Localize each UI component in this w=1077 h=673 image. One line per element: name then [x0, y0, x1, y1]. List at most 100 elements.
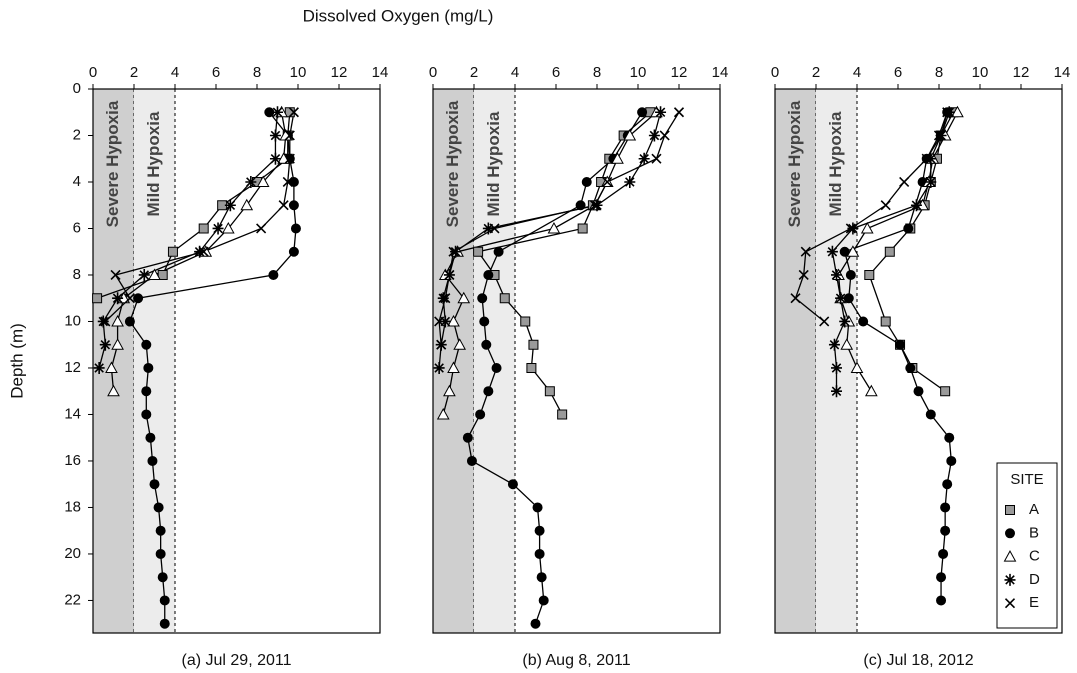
data-point [528, 339, 539, 350]
x-tick-label: 0 [429, 64, 437, 81]
data-point [290, 223, 301, 234]
data-point [925, 152, 937, 165]
data-point [493, 246, 504, 257]
data-point [483, 386, 494, 397]
data-point [141, 339, 152, 350]
data-point [903, 223, 914, 234]
data-point [547, 221, 561, 234]
x-tick-label: 4 [853, 64, 861, 81]
data-point [575, 200, 586, 211]
data-point [479, 316, 490, 327]
data-point [865, 384, 878, 397]
series-line [794, 112, 948, 322]
data-point [288, 200, 299, 211]
data-point [99, 338, 111, 351]
data-point [224, 199, 236, 212]
data-point [534, 548, 545, 559]
data-point [938, 548, 949, 559]
legend-title: SITE [1010, 471, 1043, 488]
data-point [436, 339, 447, 350]
data-point [655, 106, 667, 119]
data-point [124, 316, 135, 327]
data-point [481, 339, 492, 350]
data-point [673, 107, 685, 118]
data-point [284, 153, 295, 164]
data-point [591, 199, 603, 212]
data-point [97, 315, 109, 328]
x-axis-title: Dissolved Oxygen (mg/L) [303, 6, 494, 25]
data-point [589, 200, 601, 211]
legend-marker [1004, 528, 1016, 539]
data-point [520, 316, 531, 327]
y-axis-title: Depth (m) [7, 323, 26, 399]
data-point [845, 269, 856, 280]
data-point [946, 455, 957, 466]
zone-label: Mild Hypoxia [826, 111, 845, 216]
data-point [155, 525, 166, 536]
legend-label: D [1029, 571, 1040, 588]
y-tick-label: 12 [64, 359, 81, 376]
data-point [623, 128, 637, 141]
data-point [798, 269, 809, 281]
data-point [905, 362, 916, 373]
y-tick-label: 20 [64, 545, 81, 562]
data-point [111, 314, 124, 327]
data-point [839, 315, 851, 328]
data-point [845, 223, 856, 234]
data-point [611, 152, 624, 164]
data-point [831, 361, 842, 374]
plot-frame [92, 88, 381, 634]
data-point [577, 223, 588, 234]
data-point [437, 292, 449, 305]
data-point [167, 246, 178, 257]
data-point [466, 455, 477, 466]
data-point [256, 223, 267, 234]
data-point [491, 362, 502, 373]
zone-label: Severe Hypoxia [443, 100, 462, 227]
data-point [198, 246, 209, 257]
data-point [143, 362, 154, 373]
panel: Severe Hypoxia Mild Hypoxia 0 2 4 6 8 10 12 14 0 2 4… [64, 64, 388, 669]
legend-label: A [1029, 501, 1039, 518]
data-point [831, 268, 842, 281]
y-tick-label: 8 [73, 266, 81, 283]
data-point [124, 293, 135, 304]
x-tick-label: 0 [89, 64, 97, 81]
legend-marker [1005, 505, 1015, 515]
data-point [880, 200, 891, 211]
x-tick-label: 6 [894, 64, 902, 81]
x-tick-label: 0 [771, 64, 779, 81]
y-tick-label: 0 [73, 80, 81, 97]
data-point [256, 175, 270, 187]
zone-label: Severe Hypoxia [785, 100, 804, 227]
data-point [157, 572, 168, 583]
zone-label: Severe Hypoxia [103, 100, 122, 227]
data-point [935, 129, 947, 142]
data-point [159, 595, 170, 606]
data-point [444, 269, 455, 281]
x-tick-label: 10 [972, 64, 989, 81]
data-point [899, 176, 910, 188]
data-point [221, 221, 235, 234]
data-point [268, 269, 279, 280]
data-point [457, 291, 471, 304]
data-point [240, 198, 254, 211]
data-point [448, 246, 459, 257]
data-point [936, 572, 947, 583]
panel: Severe Hypoxia Mild Hypoxia 0 2 4 6 8 10 12 14 (c)… [771, 64, 1071, 669]
data-point [536, 572, 547, 583]
data-point [850, 361, 864, 373]
data-point [105, 361, 118, 373]
data-point [282, 176, 293, 188]
data-point [272, 106, 283, 119]
y-tick-label: 22 [64, 591, 81, 608]
data-point [198, 223, 209, 234]
data-point [933, 130, 945, 141]
legend-label: C [1029, 548, 1040, 565]
data-point [439, 315, 451, 328]
data-point [526, 362, 537, 373]
data-point [111, 338, 124, 350]
data-point [141, 409, 152, 420]
data-point [847, 222, 859, 235]
